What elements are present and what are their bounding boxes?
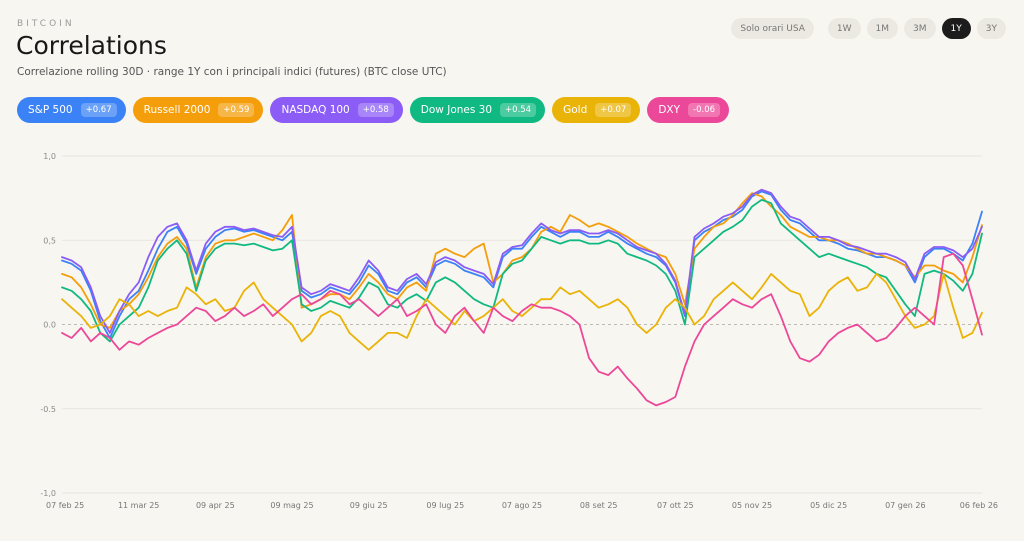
x-tick-label: 07 gen 26: [885, 501, 926, 510]
y-tick-label: -0.5: [40, 405, 56, 414]
x-tick-label: 09 mag 25: [270, 501, 313, 510]
x-tick-label: 09 apr 25: [196, 501, 235, 510]
x-tick-label: 07 ago 25: [502, 501, 542, 510]
series-line-dxy: [61, 252, 983, 407]
x-tick-label: 11 mar 25: [118, 501, 159, 510]
chip-value-badge: -0.06: [688, 103, 721, 117]
chart-grid: [62, 155, 982, 494]
chip-dowjones30[interactable]: Dow Jones 30 +0.54: [409, 97, 546, 123]
page-subtitle: Correlazione rolling 30D · range 1Y con …: [17, 66, 447, 78]
chip-value-badge: +0.67: [80, 103, 117, 117]
chip-label: Russell 2000: [143, 104, 211, 116]
x-tick-label: 06 feb 26: [960, 501, 998, 510]
correlation-chart: 1,0 0,5 0.0 -0.5 -1,0 07 feb 25 11 mar 25 09 a…: [40, 152, 998, 510]
x-tick-label: 09 giu 25: [350, 501, 388, 510]
x-tick-label: 08 set 25: [580, 501, 618, 510]
chip-value-badge: +0.58: [357, 103, 394, 117]
chip-label: NASDAQ 100: [281, 104, 350, 116]
x-tick-label: 07 ott 25: [657, 501, 694, 510]
chip-russell2000[interactable]: Russell 2000 +0.59: [132, 97, 264, 123]
series-line-nasdaq-100: [61, 188, 983, 334]
chip-value-badge: +0.59: [218, 103, 255, 117]
range-button-1m[interactable]: 1M: [866, 18, 899, 39]
series-line-dow-jones-30: [61, 198, 983, 343]
x-tick-label: 05 dic 25: [810, 501, 847, 510]
y-tick-label: 0,5: [43, 236, 56, 245]
chip-value-badge: +0.54: [500, 103, 537, 117]
chip-gold[interactable]: Gold +0.07: [552, 97, 641, 123]
y-tick-label: 0.0: [43, 321, 56, 330]
y-tick-label: 1,0: [43, 152, 56, 161]
y-tick-label: -1,0: [40, 489, 56, 498]
chip-label: S&P 500: [28, 104, 73, 116]
usa-hours-toggle[interactable]: Solo orari USA: [731, 18, 814, 39]
chip-nasdaq100[interactable]: NASDAQ 100 +0.58: [270, 97, 403, 123]
range-button-1y[interactable]: 1Y: [941, 18, 971, 39]
chip-label: DXY: [658, 104, 681, 116]
y-axis: 1,0 0,5 0.0 -0.5 -1,0: [40, 152, 56, 498]
page-title: Correlations: [16, 31, 167, 60]
chip-dxy[interactable]: DXY -0.06: [647, 97, 730, 123]
series-chips: S&P 500 +0.67 Russell 2000 +0.59 NASDAQ 10…: [17, 97, 736, 123]
range-controls: Solo orari USA 1W 1M 3M 1Y 3Y: [725, 18, 1006, 39]
x-tick-label: 05 nov 25: [732, 501, 772, 510]
eyebrow-label: BITCOIN: [17, 19, 75, 29]
x-axis: 07 feb 25 11 mar 25 09 apr 25 09 mag 25 09 g…: [46, 501, 998, 510]
chip-value-badge: +0.07: [595, 103, 632, 117]
series-line-gold: [61, 273, 983, 351]
x-tick-label: 09 lug 25: [426, 501, 464, 510]
chart-series: [61, 188, 983, 407]
chip-label: Gold: [563, 104, 588, 116]
series-line-russell-2000: [61, 192, 983, 329]
chip-sp500[interactable]: S&P 500 +0.67: [17, 97, 126, 123]
x-tick-label: 07 feb 25: [46, 501, 84, 510]
range-button-3y[interactable]: 3Y: [976, 18, 1006, 39]
range-button-3m[interactable]: 3M: [904, 18, 936, 39]
range-button-1w[interactable]: 1W: [827, 18, 861, 39]
chip-label: Dow Jones 30: [420, 104, 493, 116]
